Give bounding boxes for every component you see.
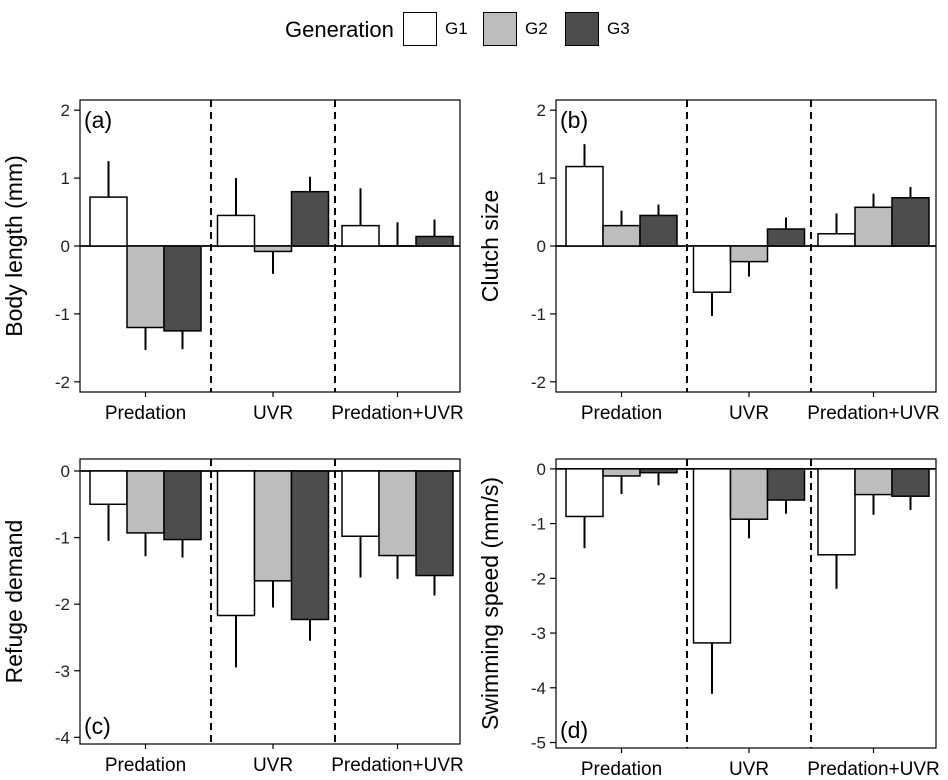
y-tick-label: -2 [55,373,70,392]
y-tick-label: 0 [61,237,70,256]
bar [378,470,417,557]
x-tick-label: UVR [729,403,769,424]
x-tick-label: UVR [253,403,293,424]
bar [163,245,202,332]
panel-tag: (a) [84,107,112,133]
y-axis-title: Body length (mm) [1,155,27,337]
bar [290,470,330,621]
y-tick-label: -4 [55,728,70,747]
y-tick-label: 0 [61,462,70,481]
bar [766,468,806,501]
bar [341,224,380,247]
bar [692,245,732,293]
y-tick-label: 1 [537,169,546,188]
bar [565,165,604,247]
legend-label-g1: G1 [445,19,468,38]
y-tick-label: -2 [531,373,546,392]
y-axis-title: Clutch size [477,190,503,302]
bar [290,190,330,247]
y-tick-label: -2 [531,569,546,588]
y-tick-label: -1 [531,515,546,534]
y-tick-label: -1 [55,305,70,324]
x-tick-label: UVR [729,759,769,780]
bar [854,468,893,496]
x-tick-label: Predation [581,759,662,780]
y-tick-label: 2 [61,101,70,120]
panel-tag: (c) [84,713,111,739]
y-tick-label: -1 [55,529,70,548]
panel-b: 2 1 0 -1 -2 Predation UVR Predation+UVR Clutch s… [477,99,940,424]
panel-d: 0 -1 -2 -3 -4 -5 Predation UVR Predation+UVR Swim… [477,458,940,780]
bar [565,468,604,518]
y-tick-label: 2 [537,101,546,120]
x-tick-label: Predation [105,403,186,424]
y-axis-title: Swimming speed (mm/s) [477,477,503,730]
y-tick-label: -5 [531,734,546,753]
panel-c: 0 -1 -2 -3 -4 Predation UVR Predation+UVR Refuge… [1,458,464,776]
panel-frame [555,458,937,749]
panel-tag: (b) [560,107,588,133]
y-tick-label: -1 [531,305,546,324]
bar [891,468,930,497]
x-tick-label: UVR [253,755,293,776]
y-tick-label: 0 [537,460,546,479]
bar [216,214,256,247]
bar [602,224,641,247]
x-tick-label: Predation+UVR [331,755,464,776]
bar [729,468,769,520]
y-tick-label: -3 [55,662,70,681]
bar [639,214,678,247]
bar [89,196,128,247]
legend: Generation G1 G2 G3 [0,0,948,60]
x-tick-label: Predation [581,403,662,424]
legend-key-g3 [565,12,599,46]
legend-label-g3: G3 [607,19,630,38]
legend-title: Generation [285,17,394,42]
legend-key-g2 [483,12,517,46]
bar [639,468,678,474]
bar [817,233,856,247]
bar [216,470,256,617]
bar [253,245,293,253]
bar [692,468,732,644]
bar [89,470,128,506]
bar [415,470,454,577]
panel-frame [79,458,461,745]
bar [415,235,454,247]
x-tick-label: Predation+UVR [331,403,464,424]
legend-key-g1 [403,12,437,46]
bar [126,470,165,534]
bar [126,245,165,329]
y-axis-title: Refuge demand [1,520,27,684]
y-tick-label: -2 [55,595,70,614]
bar [854,206,893,247]
x-tick-label: Predation [105,755,186,776]
panel-a: 2 1 0 -1 -2 Predation UVR Predation+UVR Body len… [1,99,464,424]
bar [163,470,202,541]
bar [729,245,769,263]
bar [891,197,930,247]
x-tick-label: Predation+UVR [807,759,940,780]
bar [253,470,293,582]
bar [602,468,641,477]
y-tick-label: 1 [61,169,70,188]
legend-label-g2: G2 [525,19,548,38]
y-tick-label: -4 [531,679,546,698]
bar [341,470,380,537]
bar [817,468,856,556]
y-tick-label: -3 [531,624,546,643]
x-tick-label: Predation+UVR [807,403,940,424]
y-tick-label: 0 [537,237,546,256]
panel-tag: (d) [560,717,588,743]
bar [766,228,806,247]
